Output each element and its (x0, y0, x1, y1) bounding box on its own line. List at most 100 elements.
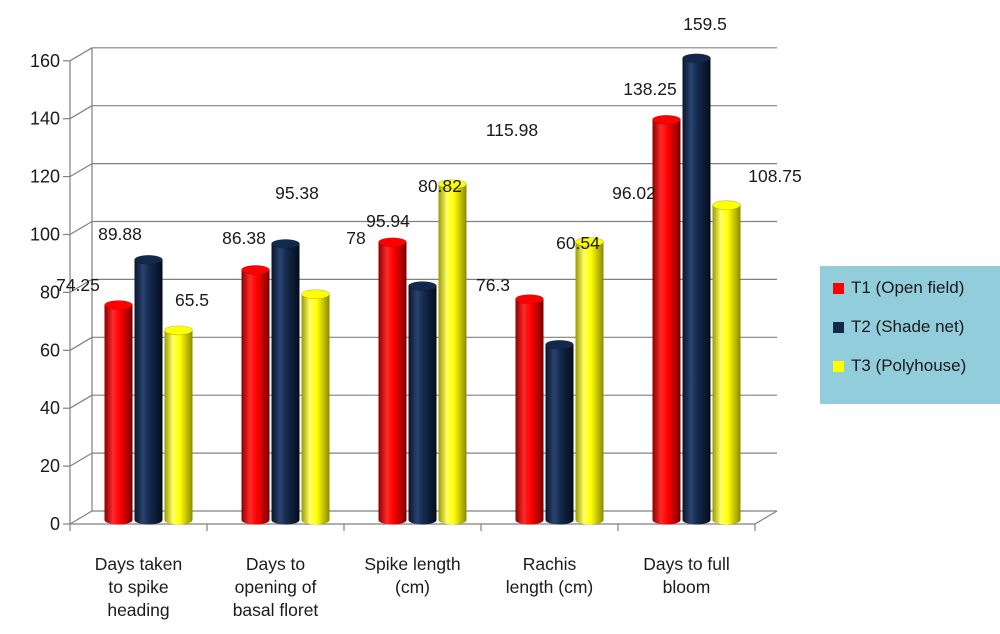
legend: T1 (Open field) T2 (Shade net) T3 (Polyhou… (820, 266, 1000, 404)
bar-top (682, 53, 711, 64)
bar-2 (134, 254, 163, 525)
category-label-line: length (cm) (506, 577, 594, 597)
data-label: 86.38 (222, 228, 266, 248)
bar-body (575, 242, 604, 525)
bar-3 (712, 200, 741, 525)
gridline-depth (69, 510, 93, 525)
bar-top (575, 237, 604, 247)
category-label: Rachis length (cm) (506, 554, 594, 597)
bar-body (712, 205, 741, 525)
y-tick-label: 160 (30, 51, 60, 71)
bar-body (438, 184, 467, 525)
y-tick-label: 120 (30, 167, 60, 187)
legend-swatch (833, 283, 844, 294)
data-label: 60.54 (556, 233, 600, 253)
bar-top (378, 237, 407, 248)
gridline-depth (69, 220, 93, 236)
data-label: 159.5 (683, 14, 727, 34)
bar-body (682, 58, 711, 525)
bar-3 (438, 179, 467, 525)
data-label: 108.75 (748, 166, 802, 186)
gridline-depth (69, 394, 93, 409)
legend-label: T2 (Shade net) (851, 317, 964, 336)
legend-label: T3 (Polyhouse) (851, 356, 966, 375)
gridline-depth (69, 105, 93, 120)
data-label: 115.98 (486, 120, 538, 140)
data-label: 78 (346, 228, 365, 248)
y-tick-label: 20 (40, 456, 60, 476)
bar-top (104, 300, 133, 310)
y-tick-label: 100 (30, 225, 60, 245)
bar-top (408, 281, 437, 291)
bar-body (271, 243, 300, 525)
bar-1 (652, 114, 681, 525)
bar-body (301, 294, 330, 525)
bar-2 (545, 339, 574, 525)
category-label: Days to opening of basal floret (233, 554, 319, 620)
bar-2 (408, 281, 437, 525)
data-label: 65.5 (175, 290, 209, 310)
bar-top (271, 239, 300, 249)
bar-body (378, 242, 407, 525)
data-label: 95.94 (366, 211, 410, 231)
bar-top (164, 325, 193, 336)
floor-edge (754, 510, 778, 525)
category-label-line: Spike length (364, 554, 460, 574)
gridline-depth (69, 452, 93, 467)
bars (104, 53, 741, 525)
gridline-depth (69, 47, 93, 62)
bar-body (515, 299, 544, 525)
bar-1 (378, 237, 407, 525)
y-tick-label: 40 (40, 398, 60, 418)
bar-body (652, 119, 681, 525)
y-tick-label: 140 (30, 109, 60, 129)
gridline-depth (69, 278, 93, 293)
category-label-line: basal floret (233, 600, 319, 620)
bar-3 (575, 237, 604, 525)
category-label-line: Days to (246, 554, 305, 574)
bar-3 (164, 325, 193, 525)
gridline-depth (69, 163, 93, 178)
legend-label: T1 (Open field) (851, 278, 964, 297)
bar-2 (271, 239, 300, 525)
data-label: 96.02 (612, 183, 656, 203)
bar-top (652, 114, 681, 125)
bar-top (241, 265, 270, 275)
gridline-depth (69, 336, 93, 351)
bar-body (134, 259, 163, 525)
bar-1 (241, 265, 270, 525)
bar-2 (682, 53, 711, 525)
category-label: Spike length (cm) (364, 554, 460, 597)
y-tick-label: 0 (50, 514, 60, 534)
category-label-line: heading (107, 600, 169, 620)
category-label-line: Rachis (523, 554, 577, 574)
bar-body (408, 286, 437, 525)
category-label-line: Days to full (643, 554, 730, 574)
bar-body (241, 269, 270, 525)
legend-swatch (833, 361, 844, 372)
category-label-line: (cm) (395, 577, 430, 597)
category-label-line: Days taken (95, 554, 183, 574)
bar-1 (515, 294, 544, 525)
legend-swatch (833, 322, 844, 333)
legend-box (820, 266, 1000, 404)
bar-top (301, 289, 330, 299)
bar-top (515, 294, 544, 304)
bar-body (164, 330, 193, 525)
y-tick-label: 80 (40, 282, 60, 302)
data-label: 80.82 (418, 176, 462, 196)
axes: 0 20 40 60 80 100 120 140 160 Days taken to spike h… (30, 47, 778, 620)
data-label: 95.38 (275, 183, 319, 203)
data-label: 89.88 (98, 224, 142, 244)
category-label: Days to full bloom (643, 554, 730, 597)
bar-top (134, 254, 163, 265)
data-label: 76.3 (476, 275, 510, 295)
category-label-line: opening of (235, 577, 317, 597)
bar-1 (104, 300, 133, 525)
bar-3 (301, 289, 330, 525)
y-tick-label: 60 (40, 340, 60, 360)
bar-top (712, 200, 741, 210)
bar-top (545, 339, 574, 350)
data-label: 74.25 (56, 275, 100, 295)
